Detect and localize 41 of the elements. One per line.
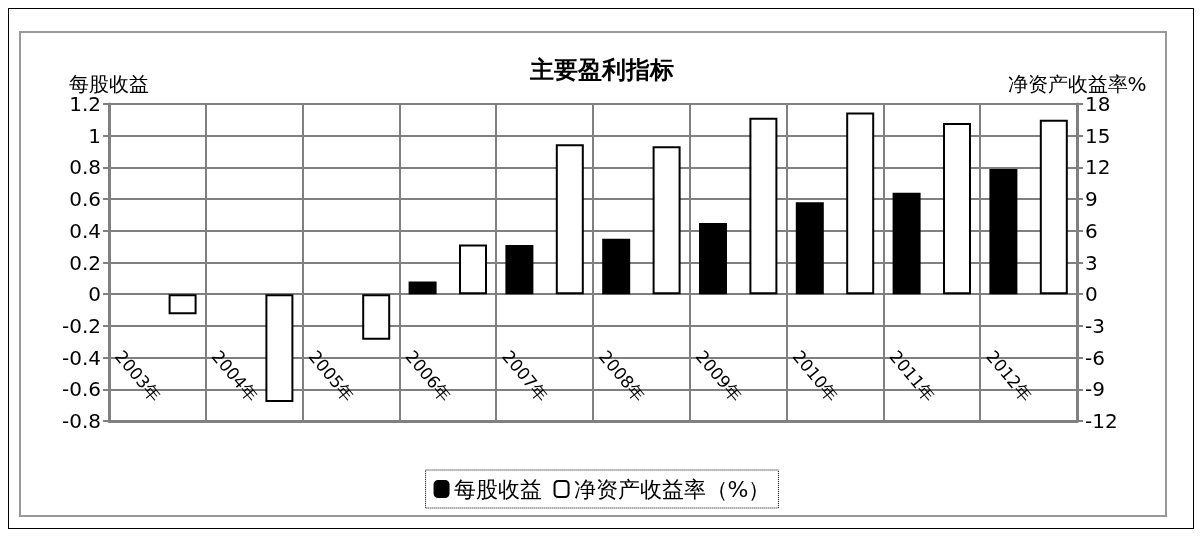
bar — [846, 112, 875, 295]
y-tick-label: 0.6 — [69, 187, 101, 212]
y2-tick-label: 12 — [1085, 155, 1111, 180]
legend-label: 净资产收益率（%） — [573, 476, 771, 502]
y2-tick-label: -9 — [1085, 377, 1105, 402]
y-tick-label: 0.8 — [69, 155, 101, 180]
y2-tick-label: -12 — [1085, 409, 1118, 433]
y-tick-label: -0.4 — [61, 345, 101, 370]
bar — [1039, 119, 1068, 295]
y2-tick-label: 6 — [1085, 218, 1098, 243]
bar — [408, 281, 437, 295]
bar — [795, 202, 824, 295]
y2-tick-label: 3 — [1085, 250, 1098, 275]
y-tick-label: -0.2 — [61, 313, 101, 338]
bar — [555, 144, 584, 295]
bar — [168, 294, 197, 315]
bar — [459, 244, 487, 295]
y-tick-label: -0.8 — [61, 409, 101, 433]
bar — [652, 146, 681, 295]
y2-tick-label: -3 — [1085, 313, 1105, 338]
legend-label: 每股收益 — [453, 476, 542, 502]
y2-tick-label: 0 — [1085, 282, 1098, 307]
bar — [265, 294, 294, 402]
y2-tick-label: -6 — [1085, 345, 1105, 370]
bar — [892, 192, 921, 295]
y2-tick-label: 9 — [1085, 187, 1098, 212]
y-tick-label: 1 — [88, 123, 101, 148]
y2-tick-label: 15 — [1085, 123, 1111, 148]
bar — [699, 222, 727, 295]
y-tick-label: 0.2 — [69, 250, 101, 275]
bar — [362, 294, 391, 340]
bar — [943, 123, 971, 295]
bar — [989, 168, 1018, 295]
y-tick-label: -0.6 — [61, 377, 101, 402]
bar — [602, 238, 631, 295]
bar — [505, 245, 534, 295]
bar — [749, 117, 778, 295]
y-tick-label: 0 — [88, 282, 101, 307]
y-axis-title: 每股收益 — [69, 72, 149, 97]
y-tick-label: 0.4 — [69, 218, 101, 243]
chart-title: 主要盈利指标 — [529, 56, 674, 84]
